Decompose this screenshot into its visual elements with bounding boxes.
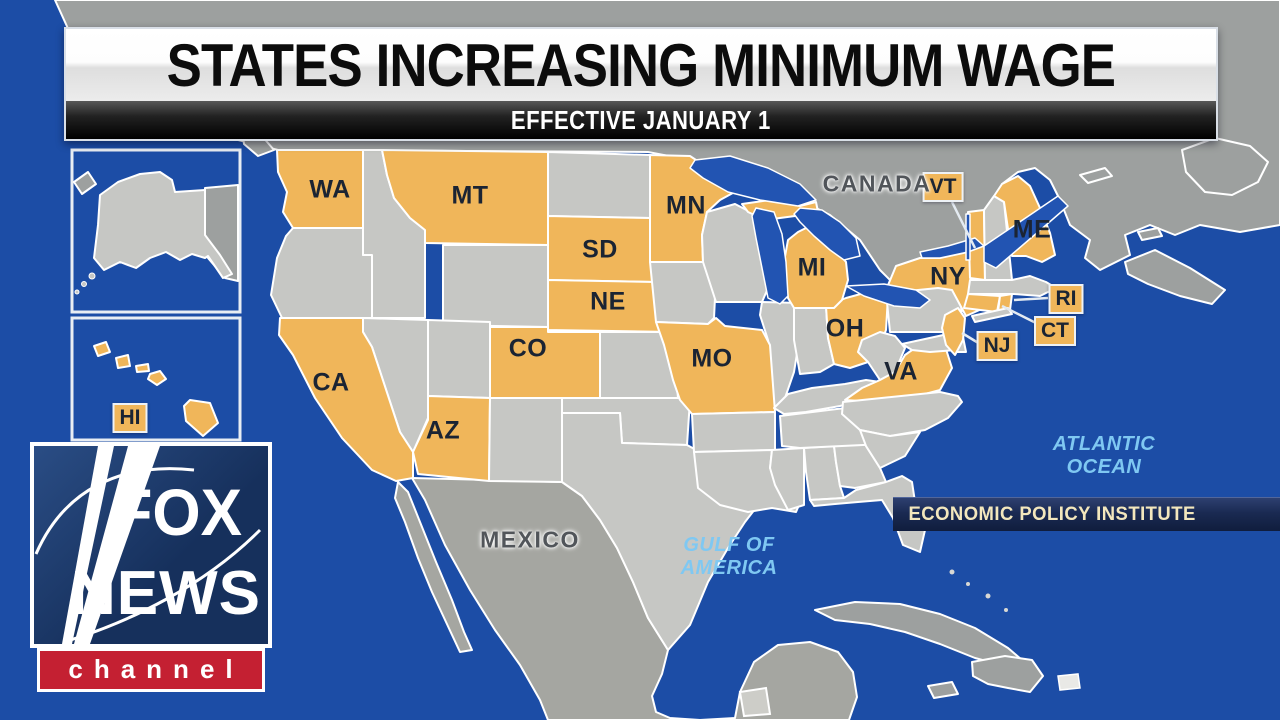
- fox-logo-fox-text: FOX: [114, 475, 243, 549]
- state-wa: [276, 149, 364, 234]
- hispaniola: [971, 655, 1044, 693]
- state-nm: [488, 397, 563, 483]
- source-label: ECONOMIC POLICY INSTITUTE: [908, 503, 1196, 525]
- long-island: [971, 307, 1013, 323]
- prince-edward-island: [1137, 227, 1163, 241]
- state-or: [270, 227, 373, 319]
- state-nd: [547, 151, 651, 219]
- nova-scotia: [1124, 249, 1226, 305]
- st-lawrence-river: [983, 195, 1069, 269]
- hawaii-islands: [93, 341, 219, 437]
- state-nj: [941, 307, 966, 356]
- state-wy: [442, 244, 549, 328]
- fox-searchlights-icon: [34, 446, 262, 644]
- puerto-rico: [1057, 673, 1081, 691]
- state-sc: [859, 429, 921, 469]
- state-label-box-vt-leader-line: [950, 201, 977, 249]
- bahamas-islands: [949, 569, 1008, 612]
- fox-logo-news-text: NEWS: [71, 559, 261, 628]
- newfoundland: [1181, 137, 1269, 196]
- state-nc: [841, 391, 963, 437]
- fox-logo-box: FOX NEWS: [30, 442, 272, 648]
- headline-banner: STATES INCREASING MINIMUM WAGE EFFECTIVE…: [64, 27, 1218, 141]
- state-ca: [278, 317, 414, 482]
- state-ak: [93, 171, 233, 279]
- state-co: [489, 326, 601, 399]
- headline-subtitle-bar: EFFECTIVE JANUARY 1: [66, 101, 1216, 139]
- leader-lines: [950, 201, 1049, 346]
- state-mo: [655, 317, 776, 415]
- headline-title-bar: STATES INCREASING MINIMUM WAGE: [66, 29, 1216, 101]
- siberia-in-inset: [73, 171, 97, 195]
- source-bar: ECONOMIC POLICY INSTITUTE: [893, 497, 1280, 531]
- lake-superior: [689, 155, 817, 207]
- headline-subtitle: EFFECTIVE JANUARY 1: [511, 104, 771, 135]
- state-sd: [547, 215, 657, 283]
- state-md: [901, 333, 957, 353]
- state-label-box-ct-leader-line: [1001, 304, 1039, 326]
- headline-title: STATES INCREASING MINIMUM WAGE: [166, 31, 1116, 99]
- aleutian-islands: [74, 272, 96, 295]
- state-label-box-ri-leader-line: [1013, 296, 1049, 302]
- fox-news-logo: FOX NEWS channel: [30, 442, 272, 692]
- baja-california: [394, 481, 473, 653]
- lake-erie: [845, 283, 931, 309]
- guatemala: [738, 686, 772, 718]
- hawaii-inset: [70, 316, 242, 442]
- jamaica: [927, 681, 959, 699]
- state-ar: [691, 411, 776, 453]
- lake-michigan: [751, 207, 789, 305]
- fox-logo-channel-bar: channel: [37, 648, 265, 692]
- lake-huron: [793, 207, 861, 261]
- alaska-inset: [70, 148, 242, 314]
- state-fl: [809, 475, 926, 553]
- state-ut: [427, 319, 491, 399]
- anticosti-island: [1079, 167, 1113, 184]
- state-ct: [963, 293, 1001, 313]
